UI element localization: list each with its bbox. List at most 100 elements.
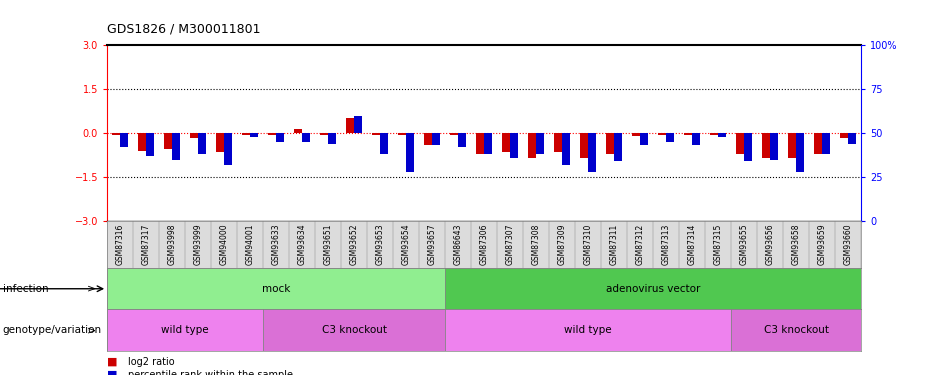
- Bar: [536, 133, 544, 154]
- Bar: [789, 133, 796, 158]
- Bar: [684, 133, 692, 135]
- Bar: [198, 133, 206, 154]
- Text: GSM87316: GSM87316: [115, 224, 125, 265]
- Bar: [484, 133, 492, 154]
- Bar: [190, 133, 198, 138]
- Bar: [528, 133, 536, 158]
- Text: ■: ■: [107, 370, 117, 375]
- Bar: [120, 133, 128, 147]
- Text: GSM86643: GSM86643: [453, 224, 463, 265]
- Text: GSM87309: GSM87309: [558, 224, 567, 265]
- Bar: [667, 133, 674, 142]
- Bar: [346, 118, 354, 133]
- Text: GSM93998: GSM93998: [168, 224, 177, 265]
- Text: GSM94000: GSM94000: [220, 224, 229, 265]
- Bar: [815, 133, 822, 154]
- Text: wild type: wild type: [161, 325, 209, 335]
- Bar: [445, 268, 861, 309]
- Text: GSM87314: GSM87314: [688, 224, 696, 265]
- Bar: [692, 133, 700, 146]
- Bar: [503, 133, 510, 152]
- Text: GSM87306: GSM87306: [479, 224, 489, 265]
- Bar: [770, 133, 778, 160]
- Text: GSM87317: GSM87317: [142, 224, 151, 265]
- Text: GSM93657: GSM93657: [427, 224, 437, 265]
- Bar: [216, 133, 224, 152]
- Bar: [113, 133, 120, 135]
- Bar: [477, 133, 484, 154]
- Bar: [354, 116, 362, 133]
- Bar: [172, 133, 180, 160]
- Bar: [510, 133, 518, 158]
- Text: GSM94001: GSM94001: [246, 224, 254, 265]
- Text: percentile rank within the sample: percentile rank within the sample: [128, 370, 292, 375]
- Bar: [432, 133, 440, 146]
- Text: GSM93659: GSM93659: [817, 224, 827, 265]
- Text: log2 ratio: log2 ratio: [128, 357, 174, 367]
- Text: GSM87310: GSM87310: [584, 224, 593, 265]
- Text: GSM87312: GSM87312: [636, 224, 644, 265]
- Text: infection: infection: [3, 284, 48, 294]
- Bar: [736, 133, 744, 154]
- Text: GSM87311: GSM87311: [610, 224, 618, 265]
- Bar: [762, 133, 770, 158]
- Bar: [632, 133, 641, 136]
- Bar: [796, 133, 804, 172]
- Bar: [277, 133, 284, 142]
- Bar: [242, 133, 250, 135]
- Bar: [398, 133, 406, 135]
- Text: C3 knockout: C3 knockout: [321, 325, 386, 335]
- Bar: [328, 133, 336, 144]
- Bar: [718, 133, 726, 136]
- Bar: [320, 133, 328, 135]
- Text: GSM87307: GSM87307: [506, 224, 515, 265]
- Text: GSM93660: GSM93660: [843, 224, 853, 265]
- Bar: [606, 133, 614, 154]
- Bar: [580, 133, 588, 158]
- Text: GDS1826 / M300011801: GDS1826 / M300011801: [107, 22, 261, 36]
- Text: ■: ■: [107, 357, 117, 367]
- Bar: [380, 133, 388, 154]
- Bar: [658, 133, 667, 135]
- Bar: [139, 133, 146, 151]
- Text: >: >: [87, 325, 96, 335]
- Text: GSM93653: GSM93653: [375, 224, 385, 265]
- Bar: [372, 133, 380, 135]
- Text: GSM87315: GSM87315: [714, 224, 722, 265]
- Bar: [841, 133, 848, 138]
- Bar: [107, 309, 263, 351]
- Text: C3 knockout: C3 knockout: [763, 325, 829, 335]
- Text: GSM93655: GSM93655: [739, 224, 749, 265]
- Bar: [451, 133, 458, 135]
- Text: >: >: [87, 284, 96, 294]
- Bar: [710, 133, 718, 135]
- Bar: [224, 133, 232, 165]
- Bar: [822, 133, 830, 154]
- Text: GSM93658: GSM93658: [791, 224, 801, 265]
- Text: GSM93652: GSM93652: [350, 224, 358, 265]
- Bar: [458, 133, 466, 147]
- Text: GSM87313: GSM87313: [662, 224, 670, 265]
- Bar: [731, 309, 861, 351]
- Bar: [268, 133, 277, 135]
- Bar: [562, 133, 570, 165]
- Bar: [848, 133, 856, 144]
- Bar: [250, 133, 258, 136]
- Text: GSM93651: GSM93651: [324, 224, 332, 265]
- Bar: [263, 309, 445, 351]
- Bar: [294, 129, 302, 133]
- Text: GSM93654: GSM93654: [401, 224, 411, 265]
- Text: wild type: wild type: [564, 325, 612, 335]
- Bar: [445, 309, 731, 351]
- Text: GSM93634: GSM93634: [298, 224, 306, 265]
- Bar: [302, 133, 310, 142]
- Text: genotype/variation: genotype/variation: [3, 325, 101, 335]
- Bar: [425, 133, 432, 145]
- Text: GSM93656: GSM93656: [765, 224, 775, 265]
- Bar: [554, 133, 562, 152]
- Bar: [107, 268, 445, 309]
- Bar: [614, 133, 622, 161]
- Bar: [588, 133, 596, 172]
- Bar: [641, 133, 648, 146]
- Bar: [744, 133, 752, 161]
